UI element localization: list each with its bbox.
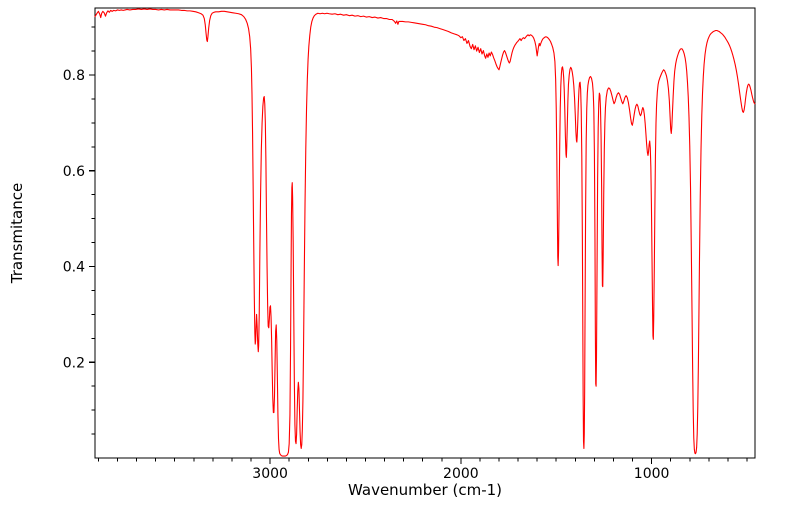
x-tick-label: 1000 [634, 466, 670, 482]
x-tick-label: 2000 [443, 466, 479, 482]
y-axis-label: Transmitance [8, 182, 26, 284]
plot-border [94, 7, 756, 459]
y-tick-label: 0.6 [63, 164, 85, 180]
y-tick-label: 0.8 [63, 68, 85, 84]
x-axis-label: Wavenumber (cm-1) [348, 481, 502, 499]
spectrum-line [94, 8, 756, 457]
y-tick-label: 0.4 [63, 260, 85, 276]
y-tick-label: 0.2 [63, 355, 85, 371]
x-tick-label: 3000 [252, 466, 288, 482]
